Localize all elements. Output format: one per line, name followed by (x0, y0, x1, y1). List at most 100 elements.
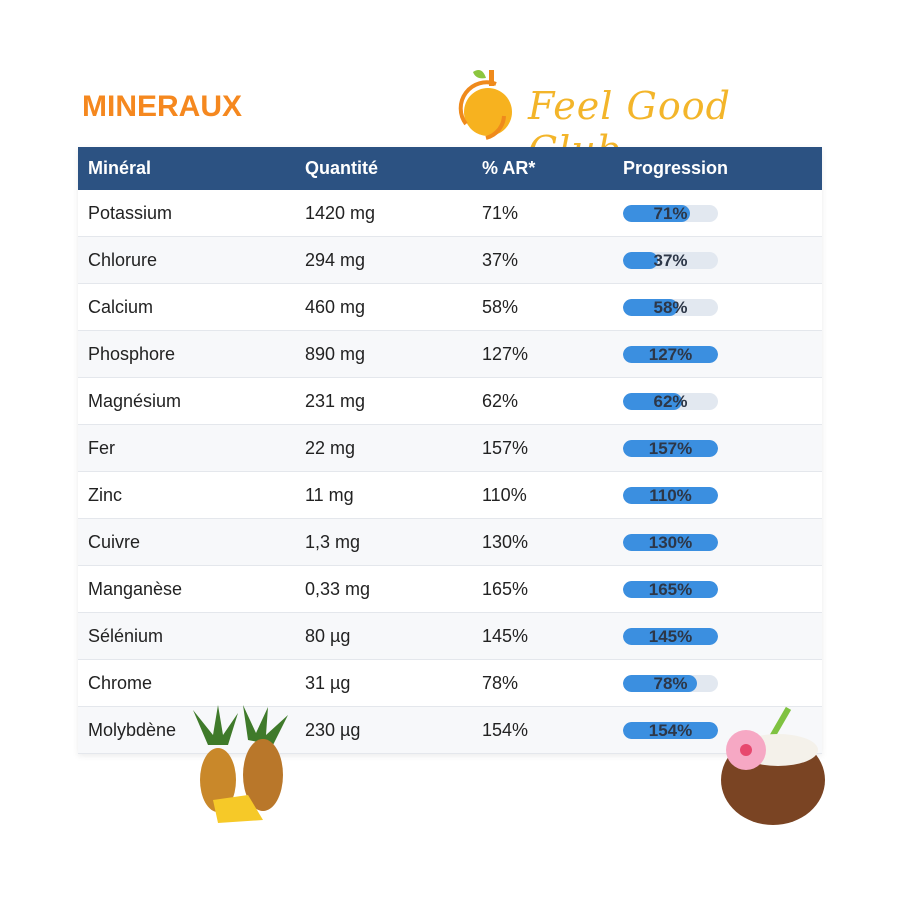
table-row: Phosphore 890 mg 127% 127% (78, 330, 822, 378)
progress-label: 71% (653, 204, 688, 222)
progress-bar: 110% (623, 486, 718, 504)
progression-cell: 127% (613, 330, 822, 378)
progression-cell: 165% (613, 565, 822, 613)
ar-percent: 78% (472, 659, 613, 707)
mineral-name: Fer (78, 424, 295, 472)
progress-label: 154% (648, 721, 693, 739)
coconut-image (721, 706, 825, 825)
ar-percent: 165% (472, 565, 613, 613)
progress-label: 58% (653, 298, 688, 316)
quantity: 11 mg (295, 471, 472, 519)
table-row: Potassium 1420 mg 71% 71% (78, 190, 822, 237)
table-row: Zinc 11 mg 110% 110% (78, 471, 822, 519)
progress-label: 127% (648, 345, 693, 363)
progress-fill (623, 627, 718, 645)
mineral-name: Potassium (78, 190, 295, 237)
progression-cell: 130% (613, 518, 822, 566)
page-title: MINERAUX (82, 90, 243, 123)
progress-fill (623, 674, 698, 692)
mineral-name: Sélénium (78, 612, 295, 660)
progress-bar: 37% (623, 251, 718, 269)
progress-fill (623, 533, 718, 551)
quantity: 31 µg (295, 659, 472, 707)
ar-percent: 62% (472, 377, 613, 425)
table-row: Chlorure 294 mg 37% 37% (78, 236, 822, 284)
progress-bar: 165% (623, 580, 718, 598)
table-row: Fer 22 mg 157% 157% (78, 424, 822, 472)
minerals-table: Minéral Quantité % AR* Progression Potas… (78, 147, 822, 754)
quantity: 1,3 mg (295, 518, 472, 566)
progression-cell: 62% (613, 377, 822, 425)
progress-fill (623, 251, 659, 269)
ar-percent: 145% (472, 612, 613, 660)
progress-fill (623, 439, 718, 457)
progression-cell: 145% (613, 612, 822, 660)
progress-label: 157% (648, 439, 693, 457)
quantity: 294 mg (295, 236, 472, 284)
quantity: 890 mg (295, 330, 472, 378)
progress-bar: 58% (623, 298, 718, 316)
progress-label: 145% (648, 627, 693, 645)
ar-percent: 154% (472, 706, 613, 754)
progress-bar: 71% (623, 204, 718, 222)
ar-percent: 157% (472, 424, 613, 472)
mineral-name: Calcium (78, 283, 295, 331)
progress-bar: 154% (623, 721, 718, 739)
progress-label: 110% (649, 486, 692, 504)
brand-logo: Feel Good Club (456, 64, 766, 172)
column-header: Progression (613, 147, 822, 190)
mineral-name: Chlorure (78, 236, 295, 284)
column-header: Minéral (78, 147, 295, 190)
progress-bar: 145% (623, 627, 718, 645)
progression-cell: 110% (613, 471, 822, 519)
progress-bar: 62% (623, 392, 718, 410)
progression-cell: 78% (613, 659, 822, 707)
quantity: 231 mg (295, 377, 472, 425)
ar-percent: 127% (472, 330, 613, 378)
progress-fill (623, 392, 682, 410)
table-row: Sélénium 80 µg 145% 145% (78, 612, 822, 660)
table-row: Cuivre 1,3 mg 130% 130% (78, 518, 822, 566)
column-header: Quantité (295, 147, 472, 190)
progress-fill (623, 204, 691, 222)
mineral-name: Cuivre (78, 518, 295, 566)
quantity: 0,33 mg (295, 565, 472, 613)
ar-percent: 110% (472, 471, 613, 519)
progression-cell: 58% (613, 283, 822, 331)
mineral-name: Zinc (78, 471, 295, 519)
progress-bar: 157% (623, 439, 718, 457)
table-row: Manganèse 0,33 mg 165% 165% (78, 565, 822, 613)
table-row: Magnésium 231 mg 62% 62% (78, 377, 822, 425)
progression-cell: 37% (613, 236, 822, 284)
mineral-name: Chrome (78, 659, 295, 707)
progress-label: 37% (653, 251, 688, 269)
progress-fill (623, 721, 718, 739)
pineapple-image (193, 705, 288, 823)
ar-percent: 58% (472, 283, 613, 331)
table-row: Calcium 460 mg 58% 58% (78, 283, 822, 331)
progress-label: 78% (653, 674, 688, 692)
mineral-name: Manganèse (78, 565, 295, 613)
mineral-name: Phosphore (78, 330, 295, 378)
mineral-name: Magnésium (78, 377, 295, 425)
progress-label: 62% (653, 392, 688, 410)
progress-fill (623, 298, 679, 316)
progression-cell: 157% (613, 424, 822, 472)
quantity: 460 mg (295, 283, 472, 331)
quantity: 230 µg (295, 706, 472, 754)
column-header: % AR* (472, 147, 613, 190)
progress-label: 130% (648, 533, 693, 551)
progress-fill (623, 345, 718, 363)
progress-bar: 130% (623, 533, 718, 551)
progress-fill (623, 486, 718, 504)
progress-label: 165% (648, 580, 693, 598)
ar-percent: 71% (472, 190, 613, 237)
progress-bar: 127% (623, 345, 718, 363)
quantity: 22 mg (295, 424, 472, 472)
progress-bar: 78% (623, 674, 718, 692)
ar-percent: 130% (472, 518, 613, 566)
orange-logo-icon (458, 70, 512, 140)
progression-cell: 71% (613, 190, 822, 237)
table-row: Chrome 31 µg 78% 78% (78, 659, 822, 707)
quantity: 80 µg (295, 612, 472, 660)
